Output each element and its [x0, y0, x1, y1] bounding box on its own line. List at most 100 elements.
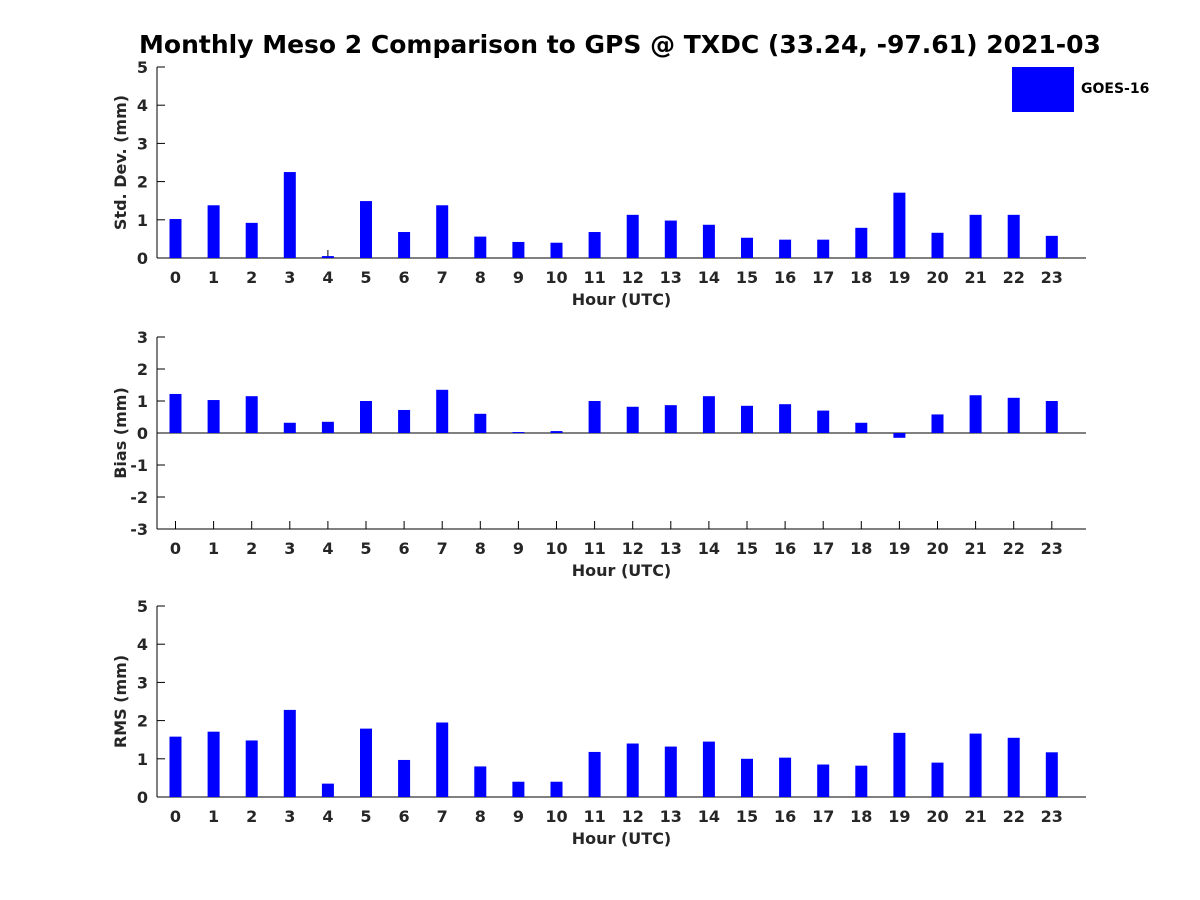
panel-1-bar: [283, 172, 296, 258]
panel-2-x-tick-label: 7: [437, 539, 448, 558]
panel-1-bar: [550, 242, 563, 258]
chart-title: Monthly Meso 2 Comparison to GPS @ TXDC …: [139, 30, 1101, 59]
panel-3-x-tick-label: 1: [208, 807, 219, 826]
panel-2-x-tick-label: 1: [208, 539, 219, 558]
panel-1-bar: [741, 237, 753, 258]
panel-1-y-tick-label: 4: [137, 96, 148, 115]
panel-3-bar: [741, 758, 753, 797]
panel-2-bar: [512, 432, 525, 434]
panel-1-x-tick-label: 18: [850, 268, 872, 287]
panel-2-bar: [550, 431, 563, 433]
panel-1-x-tick-label: 2: [246, 268, 257, 287]
panel-1-x-axis-label: Hour (UTC): [572, 290, 672, 309]
panel-3-x-tick-label: 4: [322, 807, 333, 826]
panel-1-bar: [474, 236, 487, 258]
panel-1-bar: [779, 239, 792, 258]
panel-3-bar: [550, 781, 563, 797]
panel-1-x-tick-label: 19: [888, 268, 910, 287]
panel-1-bar: [664, 220, 677, 258]
panel-3-y-axis-label: RMS (mm): [111, 655, 130, 748]
panel-3-x-tick-label: 20: [926, 807, 948, 826]
panel-1-bar: [1045, 235, 1058, 258]
panel-1-x-tick-label: 13: [660, 268, 682, 287]
panel-1-bar: [893, 192, 906, 258]
panel-1-bar: [512, 241, 525, 258]
panel-2-y-tick-label: -3: [130, 520, 148, 539]
panel-2-bar: [969, 395, 982, 433]
panel-3-bar: [398, 759, 411, 797]
panel-2-bar: [360, 401, 372, 433]
panel-3-x-tick-label: 11: [583, 807, 605, 826]
panel-3-x-tick-label: 12: [622, 807, 644, 826]
legend-swatch-goes-16: [1012, 67, 1074, 112]
panel-2-y-tick-label: 1: [137, 392, 148, 411]
panel-2-x-tick-label: 13: [660, 539, 682, 558]
panel-2-bar: [626, 406, 639, 433]
panel-2-bar: [474, 413, 487, 433]
panel-1-x-tick-label: 9: [513, 268, 524, 287]
panel-2-bar: [169, 393, 182, 433]
panel-3-y-tick-label: 2: [137, 712, 148, 731]
panel-2-x-tick-label: 16: [774, 539, 796, 558]
panel-2-x-tick-label: 15: [736, 539, 758, 558]
panel-3-x-tick-label: 15: [736, 807, 758, 826]
panel-1-x-tick-label: 15: [736, 268, 758, 287]
panel-2-bar: [588, 401, 601, 433]
panel-1-bar: [855, 227, 868, 258]
panel-2-x-tick-label: 20: [926, 539, 948, 558]
panel-1-x-tick-label: 5: [360, 268, 371, 287]
panel-2-bar: [207, 400, 220, 433]
panel-2-y-tick-label: 3: [137, 328, 148, 347]
panel-3-bar: [664, 746, 677, 797]
panel-2-bar: [931, 414, 944, 433]
panel-3-x-tick-label: 3: [284, 807, 295, 826]
panel-1-x-tick-label: 11: [583, 268, 605, 287]
panel-2-y-axis-label: Bias (mm): [111, 387, 130, 479]
panel-3-bar: [702, 741, 715, 797]
panel-3-bar: [855, 765, 868, 797]
panel-3-bar: [779, 757, 792, 797]
panel-2-x-tick-label: 4: [322, 539, 333, 558]
panel-3-bar: [283, 709, 296, 797]
panel-3-bar: [893, 732, 906, 797]
panel-2-bar: [436, 389, 449, 433]
panel-2-x-tick-label: 14: [698, 539, 720, 558]
panel-2-bar: [1045, 401, 1058, 433]
panel-3-bar: [321, 783, 334, 797]
panel-3-x-tick-label: 18: [850, 807, 872, 826]
panel-1-x-tick-label: 6: [399, 268, 410, 287]
panel-2-bar: [321, 421, 334, 433]
panel-3-x-tick-label: 19: [888, 807, 910, 826]
panel-3-x-tick-label: 16: [774, 807, 796, 826]
panel-3-x-tick-label: 0: [170, 807, 181, 826]
panel-3-bar: [169, 736, 182, 797]
panel-3-y-tick-label: 5: [137, 597, 148, 616]
panel-2-bar: [1007, 397, 1020, 433]
panel-2-x-tick-label: 9: [513, 539, 524, 558]
panel-1-y-tick-label: 3: [137, 134, 148, 153]
panel-2-y-tick-label: 0: [137, 424, 148, 443]
panel-2-x-tick-label: 3: [284, 539, 295, 558]
panel-1-x-tick-label: 23: [1041, 268, 1063, 287]
panel-3-x-tick-label: 23: [1041, 807, 1063, 826]
panel-3-bar: [474, 766, 487, 797]
panel-3-x-tick-label: 17: [812, 807, 834, 826]
panel-2-x-tick-label: 12: [622, 539, 644, 558]
panel-3-x-tick-label: 14: [698, 807, 720, 826]
panel-1-x-tick-label: 20: [926, 268, 948, 287]
panel-2-x-tick-label: 19: [888, 539, 910, 558]
panel-1-bar: [398, 232, 411, 258]
panel-1-y-tick-label: 5: [137, 58, 148, 77]
panel-1-x-tick-label: 10: [545, 268, 567, 287]
panel-3-x-tick-label: 22: [1003, 807, 1025, 826]
panel-3-bar: [969, 733, 982, 797]
panel-1-bar: [245, 222, 258, 258]
panel-1-x-tick-label: 3: [284, 268, 295, 287]
panel-3-bar: [1007, 737, 1020, 797]
panel-3-x-tick-label: 10: [545, 807, 567, 826]
panel-2-y-tick-label: 2: [137, 360, 148, 379]
panel-2-bar: [817, 410, 830, 433]
panel-2-x-tick-label: 18: [850, 539, 872, 558]
panel-3-x-tick-label: 9: [513, 807, 524, 826]
